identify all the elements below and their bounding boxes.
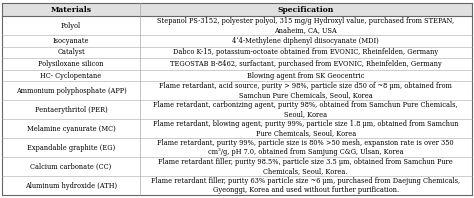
- Text: HC- Cyclopentane: HC- Cyclopentane: [40, 72, 102, 80]
- Text: Calcium carbonate (CC): Calcium carbonate (CC): [30, 163, 112, 171]
- Text: Flame retardant, acid source, purity > 98%, particle size d50 of ~8 μm, obtained: Flame retardant, acid source, purity > 9…: [159, 82, 452, 99]
- Text: Blowing agent from SK Geocentric: Blowing agent from SK Geocentric: [247, 72, 365, 80]
- Text: Flame retardant filler, purity 98.5%, particle size 3.5 μm, obtained from Samchu: Flame retardant filler, purity 98.5%, pa…: [158, 158, 453, 175]
- Text: Expandable graphite (EG): Expandable graphite (EG): [27, 144, 115, 152]
- Text: Aluminum hydroxide (ATH): Aluminum hydroxide (ATH): [25, 182, 117, 189]
- Text: Polysiloxane silicon: Polysiloxane silicon: [38, 60, 104, 68]
- Text: Flame retardant filler, purity 63% particle size ~6 μm, purchased from Daejung C: Flame retardant filler, purity 63% parti…: [151, 177, 460, 194]
- Text: Specification: Specification: [278, 6, 334, 13]
- Text: TEGOSTAB B-8462, surfactant, purchased from EVONIC, Rheinfelden, Germany: TEGOSTAB B-8462, surfactant, purchased f…: [170, 60, 442, 68]
- Text: Flame retardant, blowing agent, purity 99%, particle size 1.8 μm, obtained from : Flame retardant, blowing agent, purity 9…: [153, 120, 458, 137]
- Text: Melamine cyanurate (MC): Melamine cyanurate (MC): [27, 125, 116, 133]
- Text: Pentaerythritol (PER): Pentaerythritol (PER): [35, 106, 108, 114]
- Text: Stepanol PS-3152, polyester polyol, 315 mg/g Hydroxyl value, purchased from STEP: Stepanol PS-3152, polyester polyol, 315 …: [157, 17, 454, 34]
- Text: Ammonium polyphosphate (APP): Ammonium polyphosphate (APP): [16, 87, 127, 95]
- Text: Materials: Materials: [51, 6, 91, 13]
- Text: Flame retardant, purity 99%, particle size is 80% >50 mesh, expansion rate is ov: Flame retardant, purity 99%, particle si…: [157, 139, 454, 156]
- Text: Isocyanate: Isocyanate: [53, 37, 90, 45]
- Text: Flame retardant, carbonizing agent, purity 98%, obtained from Samchun Pure Chemi: Flame retardant, carbonizing agent, puri…: [154, 101, 458, 118]
- Text: 4‘4-Methylene diphenyl diisocyanate (MDI): 4‘4-Methylene diphenyl diisocyanate (MDI…: [232, 37, 379, 45]
- Text: Catalyst: Catalyst: [57, 49, 85, 56]
- Text: Dabco K-15, potassium-octoate obtained from EVONIC, Rheinfelden, Germany: Dabco K-15, potassium-octoate obtained f…: [173, 49, 438, 56]
- Bar: [2, 3, 472, 16]
- Text: Polyol: Polyol: [61, 22, 81, 30]
